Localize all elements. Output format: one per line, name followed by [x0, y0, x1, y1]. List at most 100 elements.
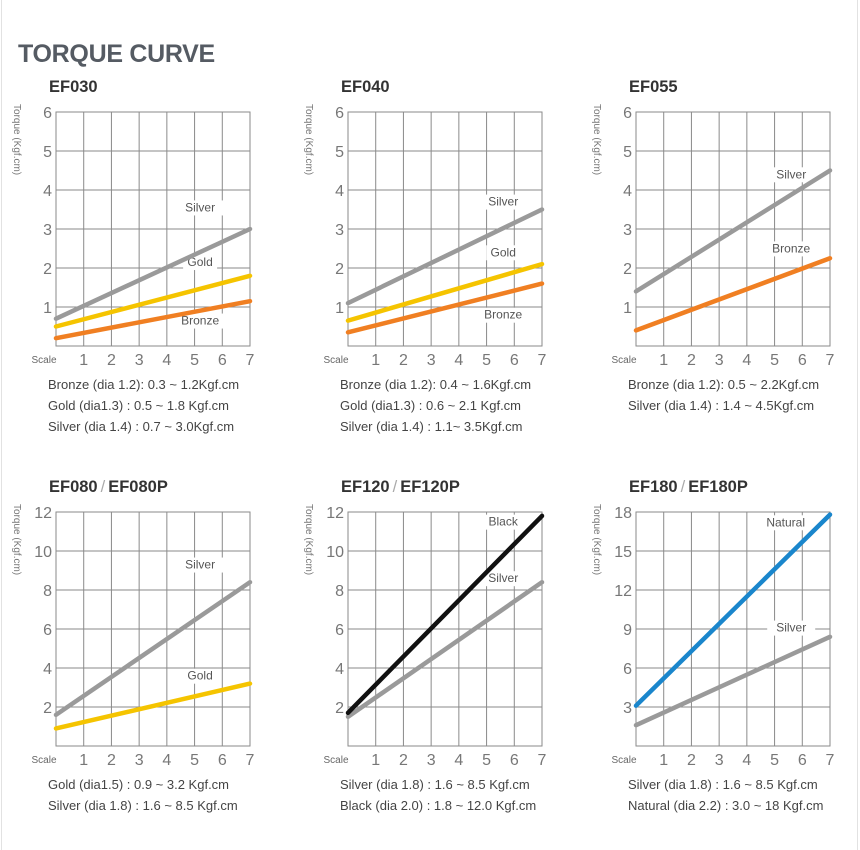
x-tick-label: 2 — [107, 352, 116, 369]
x-tick-label: 5 — [190, 352, 199, 369]
x-tick-label: 1 — [79, 752, 88, 769]
chart-title: EF030 — [49, 78, 98, 97]
x-tick-label: 2 — [399, 352, 408, 369]
x-tick-label: 1 — [79, 352, 88, 369]
chart-title: EF055 — [629, 78, 678, 97]
x-tick-label: 3 — [135, 352, 144, 369]
spec-note: Silver (dia 1.8) : 1.6 ~ 8.5 Kgf.cm — [628, 777, 818, 792]
page-title: TORQUE CURVE — [18, 40, 215, 68]
series-line-bronze — [53, 298, 253, 341]
y-tick-label: 4 — [623, 183, 632, 200]
spec-note: Silver (dia 1.4) : 1.4 ~ 4.5Kgf.cm — [628, 398, 815, 413]
series-label-bg — [767, 620, 816, 636]
x-tick-label: 6 — [798, 352, 807, 369]
spec-note: Gold (dia1.3) : 0.5 ~ 1.8 Kgf.cm — [48, 398, 230, 413]
y-tick-label: 9 — [623, 622, 632, 639]
model-name: EF180 — [629, 478, 678, 496]
y-tick-label: 6 — [43, 622, 52, 639]
series-label: Silver — [776, 621, 806, 635]
x-tick-label: 3 — [715, 352, 724, 369]
series-label-bg — [176, 557, 225, 573]
x-tick-label: 2 — [687, 352, 696, 369]
model-name: EF080 — [49, 478, 98, 496]
series-label-bg — [176, 200, 225, 216]
x-tick-label: 6 — [510, 352, 519, 369]
x-tick-label: 6 — [218, 752, 227, 769]
spec-note: Black (dia 2.0) : 1.8 ~ 12.0 Kgf.cm — [340, 798, 537, 813]
series-label: Bronze — [181, 314, 219, 328]
series-label-bg — [486, 245, 521, 261]
y-tick-label: 6 — [43, 105, 52, 122]
series-label: Silver — [776, 167, 806, 181]
x-axis-label: Scale — [611, 355, 636, 366]
model-name: EF180P — [688, 478, 748, 496]
y-tick-label: 2 — [43, 261, 52, 278]
x-axis-label: Scale — [323, 355, 348, 366]
x-tick-label: 7 — [826, 752, 835, 769]
y-tick-label: 10 — [34, 544, 52, 561]
y-tick-label: 1 — [335, 300, 344, 317]
x-tick-label: 4 — [162, 752, 171, 769]
series-label-bg — [183, 668, 218, 684]
x-tick-label: 4 — [162, 352, 171, 369]
x-axis-label: Scale — [611, 755, 636, 766]
y-tick-label: 6 — [623, 661, 632, 678]
series-label: Gold — [491, 245, 516, 259]
y-tick-label: 12 — [326, 505, 344, 522]
y-tick-label: 10 — [326, 544, 344, 561]
title-separator: / — [392, 478, 398, 496]
series-line-silver — [345, 207, 545, 306]
series-line-gold — [53, 681, 253, 731]
plot-frame — [635, 511, 831, 747]
series-line-natural — [633, 512, 833, 708]
y-tick-label: 18 — [614, 505, 632, 522]
series-line-black — [345, 513, 545, 716]
plot-frame — [347, 511, 543, 747]
y-tick-label: 4 — [43, 183, 52, 200]
y-tick-label: 8 — [335, 583, 344, 600]
series-label-bg — [176, 313, 225, 329]
x-tick-label: 5 — [482, 752, 491, 769]
x-tick-label: 4 — [742, 752, 751, 769]
model-name: EF040 — [341, 78, 390, 96]
series-label: Silver — [488, 195, 518, 209]
series-label: Silver — [185, 200, 215, 214]
spec-note: Gold (dia1.3) : 0.6 ~ 2.1 Kgf.cm — [340, 398, 522, 413]
series-label: Silver — [488, 571, 518, 585]
x-tick-label: 7 — [246, 752, 255, 769]
model-name: EF080P — [108, 478, 168, 496]
series-line-bronze — [633, 256, 833, 333]
x-tick-label: 7 — [538, 352, 547, 369]
y-tick-label: 8 — [43, 583, 52, 600]
series-label-bg — [479, 194, 528, 210]
chart-title: EF180/EF180P — [629, 478, 748, 497]
x-tick-label: 4 — [454, 352, 463, 369]
y-tick-label: 2 — [623, 261, 632, 278]
x-tick-label: 7 — [826, 352, 835, 369]
x-tick-label: 2 — [107, 752, 116, 769]
y-tick-label: 1 — [43, 300, 52, 317]
series-line-silver — [53, 579, 253, 718]
spec-note: Bronze (dia 1.2): 0.5 ~ 2.2Kgf.cm — [628, 377, 820, 392]
y-tick-label: 3 — [335, 222, 344, 239]
series-label-bg — [183, 255, 218, 271]
y-tick-label: 12 — [34, 505, 52, 522]
series-label-bg — [767, 241, 816, 257]
spec-note: Bronze (dia 1.2): 0.4 ~ 1.6Kgf.cm — [340, 377, 532, 392]
x-tick-label: 1 — [659, 752, 668, 769]
series-label: Gold — [187, 669, 212, 683]
y-tick-label: 5 — [335, 144, 344, 161]
page-border-right — [857, 0, 858, 850]
series-label: Gold — [187, 255, 212, 269]
spec-notes: Bronze (dia 1.2): 0.5 ~ 2.2Kgf.cm Silver … — [628, 374, 819, 416]
x-tick-label: 7 — [538, 752, 547, 769]
y-tick-label: 5 — [623, 144, 632, 161]
y-tick-label: 5 — [43, 144, 52, 161]
x-tick-label: 3 — [135, 752, 144, 769]
model-name: EF120 — [341, 478, 390, 496]
x-tick-label: 4 — [454, 752, 463, 769]
